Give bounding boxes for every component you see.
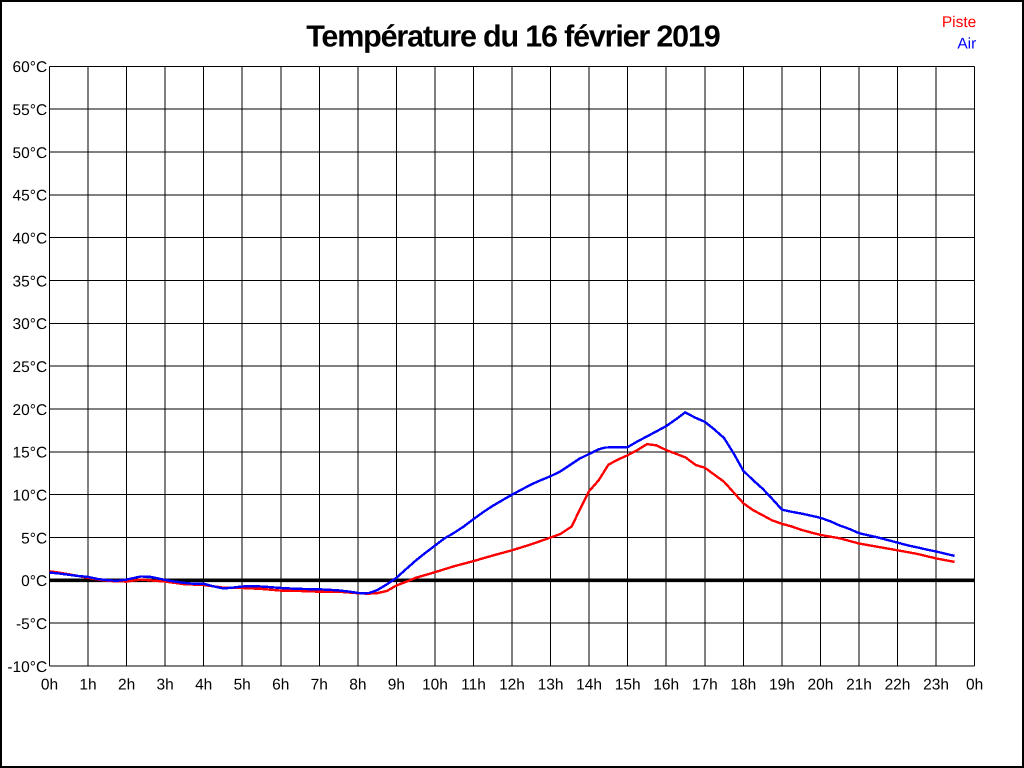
svg-text:3h: 3h — [156, 677, 173, 694]
svg-text:8h: 8h — [349, 677, 366, 694]
svg-text:-5°C: -5°C — [16, 616, 47, 633]
svg-text:23h: 23h — [923, 677, 949, 694]
svg-text:Air: Air — [957, 36, 976, 53]
svg-text:40°C: 40°C — [13, 231, 48, 248]
svg-text:1h: 1h — [79, 677, 96, 694]
svg-text:-10°C: -10°C — [7, 659, 47, 676]
svg-text:6h: 6h — [272, 677, 289, 694]
svg-text:2h: 2h — [118, 677, 135, 694]
svg-text:17h: 17h — [692, 677, 718, 694]
svg-text:18h: 18h — [730, 677, 756, 694]
svg-text:5°C: 5°C — [21, 530, 47, 547]
svg-text:45°C: 45°C — [13, 188, 48, 205]
svg-text:10h: 10h — [422, 677, 448, 694]
svg-text:16h: 16h — [653, 677, 679, 694]
svg-text:12h: 12h — [499, 677, 525, 694]
svg-text:22h: 22h — [885, 677, 911, 694]
svg-text:0°C: 0°C — [21, 573, 47, 590]
svg-text:55°C: 55°C — [13, 102, 48, 119]
svg-text:0h: 0h — [41, 677, 58, 694]
svg-text:9h: 9h — [388, 677, 405, 694]
svg-text:20°C: 20°C — [13, 402, 48, 419]
svg-text:20h: 20h — [807, 677, 833, 694]
svg-text:60°C: 60°C — [13, 59, 48, 76]
svg-text:10°C: 10°C — [13, 488, 48, 505]
svg-text:5h: 5h — [234, 677, 251, 694]
svg-text:13h: 13h — [538, 677, 564, 694]
svg-text:21h: 21h — [846, 677, 872, 694]
svg-text:19h: 19h — [769, 677, 795, 694]
svg-text:7h: 7h — [311, 677, 328, 694]
svg-text:11h: 11h — [461, 677, 486, 694]
svg-text:25°C: 25°C — [13, 359, 48, 376]
svg-text:Piste: Piste — [942, 14, 976, 31]
svg-text:35°C: 35°C — [13, 273, 48, 290]
svg-text:4h: 4h — [195, 677, 212, 694]
svg-text:50°C: 50°C — [13, 145, 48, 162]
svg-text:15°C: 15°C — [13, 445, 48, 462]
svg-text:Température du 16 février 2019: Température du 16 février 2019 — [306, 19, 720, 53]
svg-text:14h: 14h — [576, 677, 602, 694]
svg-text:30°C: 30°C — [13, 316, 48, 333]
svg-text:15h: 15h — [615, 677, 641, 694]
svg-text:0h: 0h — [966, 677, 983, 694]
